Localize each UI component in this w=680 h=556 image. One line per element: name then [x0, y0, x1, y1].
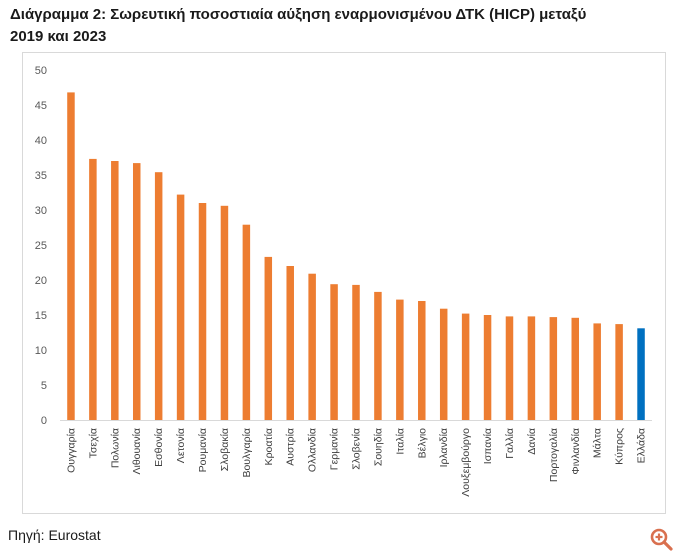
bar-27 [637, 328, 645, 420]
y-tick-label: 50 [35, 65, 47, 77]
x-tick-label: Πορτογαλία [548, 428, 560, 482]
x-tick-label: Σλοβακία [219, 428, 231, 471]
x-tick-label: Σλοβενία [351, 428, 363, 470]
x-tick-label: Ρουμανία [197, 428, 209, 472]
x-tick-label: Αυστρία [285, 428, 297, 466]
bar-4 [132, 163, 141, 420]
bar-19 [461, 313, 470, 420]
x-tick-label: Κροατία [263, 428, 275, 465]
bar-13 [330, 284, 338, 420]
y-tick-label: 40 [35, 135, 47, 147]
x-tick-label: Ιταλία [394, 428, 406, 455]
y-tick-label: 30 [35, 205, 47, 217]
bar-12 [308, 273, 316, 420]
x-tick-label: Δανία [526, 428, 538, 455]
bar-22 [527, 316, 536, 420]
bar-21 [505, 316, 514, 420]
bar-8 [220, 205, 229, 420]
bar-16 [396, 299, 404, 420]
bar-18 [439, 308, 448, 420]
bar-20 [483, 315, 492, 420]
x-tick-label: Μάλτα [592, 428, 604, 458]
bar-7 [198, 203, 207, 420]
x-tick-label: Λιθουανία [131, 428, 143, 475]
bar-1 [67, 92, 75, 421]
bar-10 [264, 256, 273, 420]
y-tick-label: 10 [35, 345, 47, 357]
y-tick-label: 5 [41, 380, 47, 392]
x-tick-label: Σουηδία [372, 428, 384, 466]
y-tick-label: 15 [35, 310, 47, 322]
x-tick-label: Εσθονία [153, 428, 165, 467]
x-tick-label: Βέλγιο [416, 428, 428, 459]
bar-14 [352, 284, 360, 420]
x-tick-label: Ισπανία [482, 428, 494, 464]
zoom-in-icon[interactable] [648, 526, 674, 552]
x-tick-label: Τσεχία [87, 428, 99, 458]
bar-23 [549, 317, 558, 420]
x-tick-label: Ιρλανδία [438, 428, 450, 467]
x-tick-label: Ελλάδα [636, 428, 648, 463]
bar-11 [286, 266, 294, 420]
x-tick-label: Λουξεμβούργο [460, 428, 472, 497]
bar-26 [615, 324, 623, 420]
bar-17 [418, 301, 426, 420]
x-tick-label: Κύπρος [614, 428, 626, 465]
x-tick-label: Γαλλία [504, 428, 516, 459]
x-tick-label: Ολλανδία [307, 428, 319, 472]
bar-9 [242, 224, 251, 420]
bar-5 [154, 172, 163, 420]
y-tick-label: 45 [35, 100, 47, 112]
source-note: Πηγή: Eurostat [8, 527, 101, 543]
x-tick-label: Γερμανία [329, 428, 341, 470]
y-tick-label: 0 [41, 415, 47, 427]
chart-title: Διάγραμμα 2: Σωρευτική ποσοστιαία αύξηση… [10, 6, 587, 45]
y-tick-label: 35 [35, 170, 47, 182]
y-tick-label: 20 [35, 275, 47, 287]
x-tick-label: Βουλγαρία [241, 428, 253, 478]
bar-15 [374, 291, 382, 420]
y-tick-label: 25 [35, 240, 47, 252]
x-tick-label: Λετονία [175, 428, 187, 463]
bar-25 [593, 323, 601, 420]
bar-2 [89, 158, 97, 420]
bar-3 [111, 161, 119, 420]
x-tick-label: Φινλανδία [570, 428, 582, 475]
x-tick-label: Ουγγαρία [65, 428, 77, 473]
x-tick-label: Πολωνία [109, 428, 121, 468]
bar-6 [176, 194, 185, 420]
bar-24 [571, 317, 580, 420]
chart-frame [22, 52, 666, 514]
